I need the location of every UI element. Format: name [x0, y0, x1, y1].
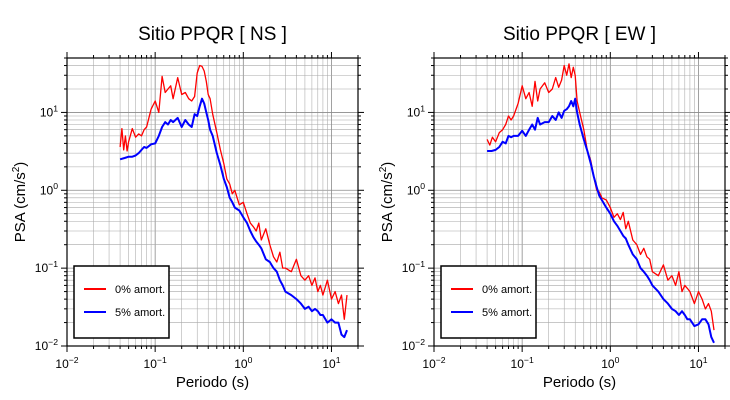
legend-box: [73, 265, 170, 339]
y-tick-label: 101: [407, 103, 425, 119]
x-tick-label: 101: [322, 355, 340, 371]
x-axis-label: Periodo (s): [176, 374, 249, 391]
y-tick-label: 101: [40, 103, 58, 119]
legend-box: [440, 265, 537, 339]
chart-panel-ns: 10−2 10−1 100 101 10−2 10−1 100 101 Sitio PPQR […: [11, 24, 364, 391]
legend-label-0: 0% amort.: [482, 284, 532, 296]
x-tick-label: 10−2: [55, 355, 78, 371]
x-tick-label: 10−1: [511, 355, 534, 371]
x-tick-label: 10−1: [144, 355, 167, 371]
series-line-1: [487, 97, 715, 344]
y-tick-label: 10−1: [35, 259, 58, 275]
axis-ticks: [428, 52, 730, 352]
chart-title: Sitio PPQR [ EW ]: [503, 24, 656, 45]
y-axis-label: PSA (cm/s2): [378, 162, 396, 243]
chart-panel-ew: 10−2 10−1 100 101 10−2 10−1 100 101 Sitio PPQR […: [378, 24, 730, 391]
y-tick-label: 100: [407, 181, 425, 197]
legend: 0% amort. 5% amort.: [73, 265, 170, 339]
x-tick-label: 101: [689, 355, 707, 371]
series-line-1: [119, 97, 348, 339]
legend-label-1: 5% amort.: [115, 307, 165, 319]
legend-label-1: 5% amort.: [482, 307, 532, 319]
y-axis-label: PSA (cm/s2): [11, 162, 29, 243]
legend: 0% amort. 5% amort.: [440, 265, 537, 339]
y-tick-label: 10−2: [402, 337, 425, 353]
chart-title: Sitio PPQR [ NS ]: [138, 24, 287, 45]
x-axis-label: Periodo (s): [543, 374, 616, 391]
axis-ticks: [61, 52, 364, 352]
legend-label-0: 0% amort.: [115, 284, 165, 296]
x-tick-label: 100: [234, 355, 252, 371]
y-tick-label: 100: [40, 181, 58, 197]
y-tick-label: 10−2: [35, 337, 58, 353]
x-tick-label: 10−2: [422, 355, 445, 371]
y-tick-label: 10−1: [402, 259, 425, 275]
series-line-0: [119, 64, 348, 320]
x-tick-label: 100: [601, 355, 619, 371]
